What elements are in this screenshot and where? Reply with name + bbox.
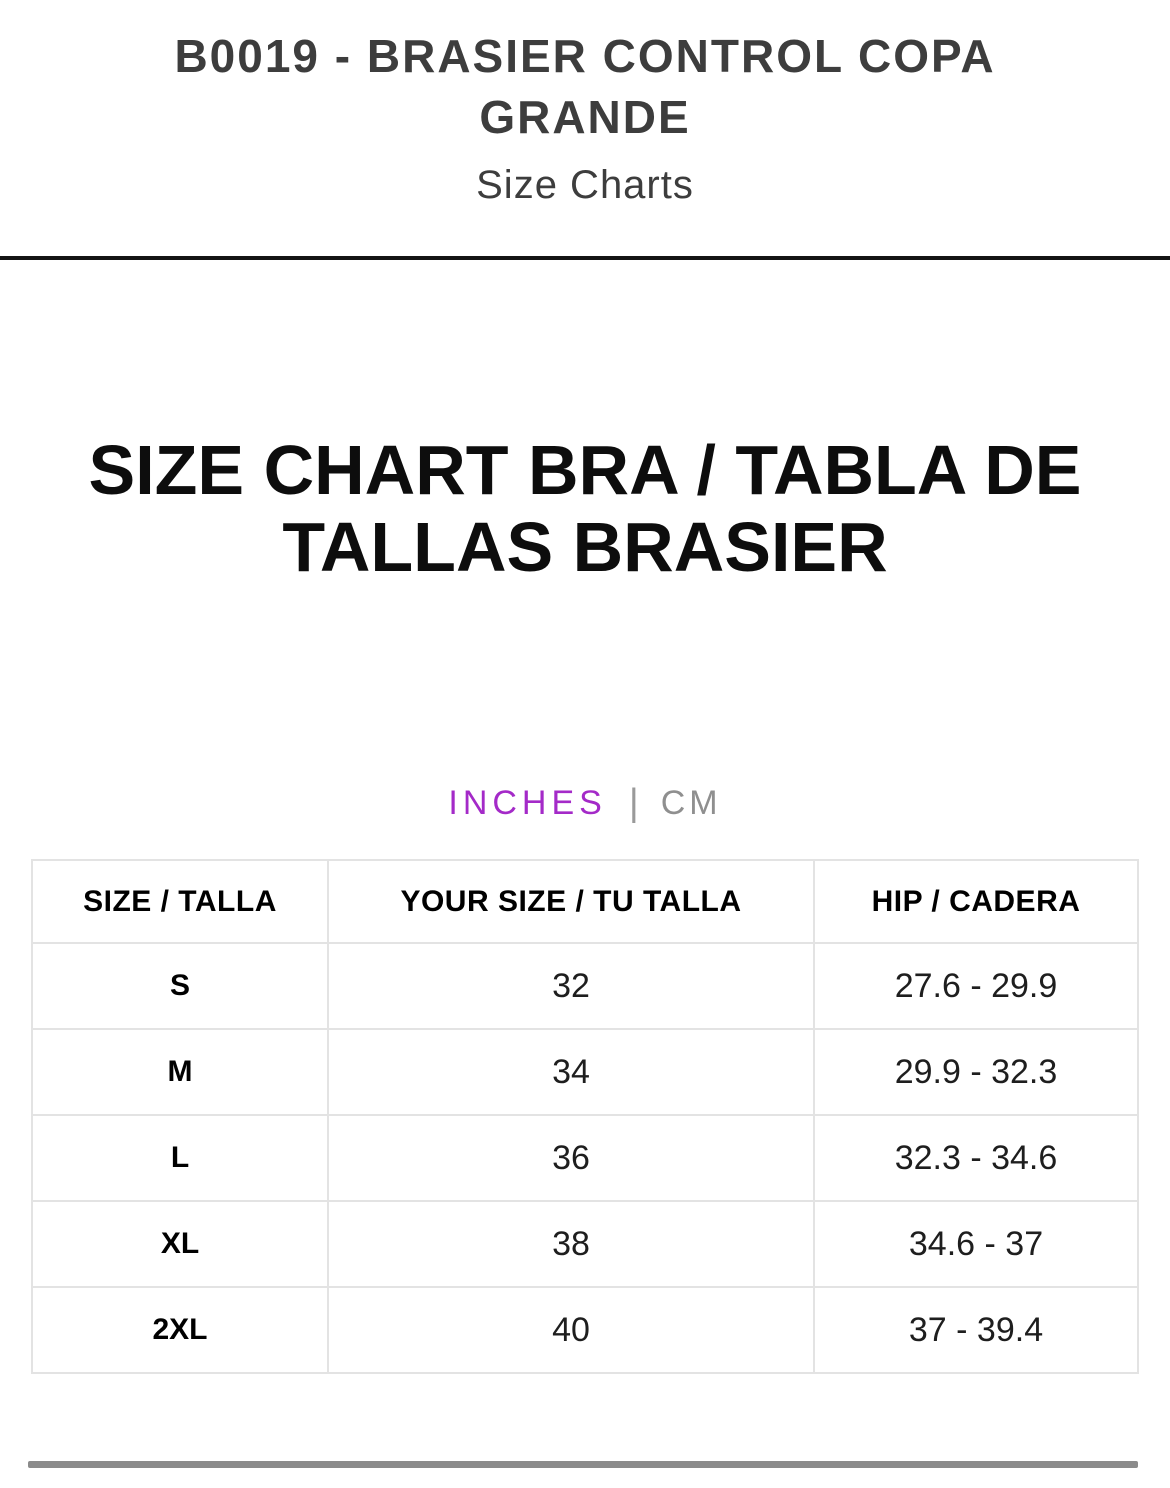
- size-cell: M: [31, 1028, 329, 1117]
- size-chart-heading-line2: TALLAS BRASIER: [282, 508, 888, 587]
- your-size-cell: 38: [327, 1200, 815, 1289]
- unit-cm-button[interactable]: CM: [660, 784, 722, 823]
- your-size-cell: 34: [327, 1028, 815, 1117]
- size-cell: L: [31, 1114, 329, 1203]
- product-title: B0019 - BRASIER CONTROL COPA GRANDE: [0, 26, 1170, 147]
- unit-separator: |: [628, 782, 639, 825]
- header-divider: [0, 256, 1170, 261]
- column-header: SIZE / TALLA: [31, 859, 329, 945]
- table-row: M 34 29.9 - 32.3: [31, 1028, 1139, 1117]
- unit-toggle: INCHES | CM: [0, 782, 1170, 825]
- size-cell: XL: [31, 1200, 329, 1289]
- product-title-line2: GRANDE: [479, 90, 691, 143]
- page-subtitle: Size Charts: [476, 163, 694, 208]
- table-header-row: SIZE / TALLA YOUR SIZE / TU TALLA HIP / CA…: [31, 859, 1139, 945]
- product-title-line1: B0019 - BRASIER CONTROL COPA: [174, 30, 996, 82]
- hip-cell: 29.9 - 32.3: [813, 1028, 1139, 1117]
- hip-cell: 37 - 39.4: [813, 1286, 1139, 1375]
- hip-cell: 27.6 - 29.9: [813, 942, 1139, 1031]
- size-chart-table: SIZE / TALLA YOUR SIZE / TU TALLA HIP / CA…: [31, 859, 1139, 1375]
- table-row: S 32 27.6 - 29.9: [31, 942, 1139, 1031]
- your-size-cell: 32: [327, 942, 815, 1031]
- page-header: B0019 - BRASIER CONTROL COPA GRANDE Size …: [0, 0, 1170, 208]
- size-chart-heading: SIZE CHART BRA / TABLA DE TALLAS BRASIER: [55, 432, 1115, 586]
- hip-cell: 34.6 - 37: [813, 1200, 1139, 1289]
- your-size-cell: 40: [327, 1286, 815, 1375]
- unit-inches-button[interactable]: INCHES: [448, 784, 607, 823]
- size-cell: 2XL: [31, 1286, 329, 1375]
- your-size-cell: 36: [327, 1114, 815, 1203]
- size-cell: S: [31, 942, 329, 1031]
- column-header: YOUR SIZE / TU TALLA: [327, 859, 815, 945]
- table-row: XL 38 34.6 - 37: [31, 1200, 1139, 1289]
- table-row: L 36 32.3 - 34.6: [31, 1114, 1139, 1203]
- column-header: HIP / CADERA: [813, 859, 1139, 945]
- horizontal-scrollbar-thumb[interactable]: [28, 1461, 1138, 1468]
- hip-cell: 32.3 - 34.6: [813, 1114, 1139, 1203]
- size-chart-heading-line1: SIZE CHART BRA / TABLA DE: [88, 431, 1082, 510]
- table-row: 2XL 40 37 - 39.4: [31, 1286, 1139, 1375]
